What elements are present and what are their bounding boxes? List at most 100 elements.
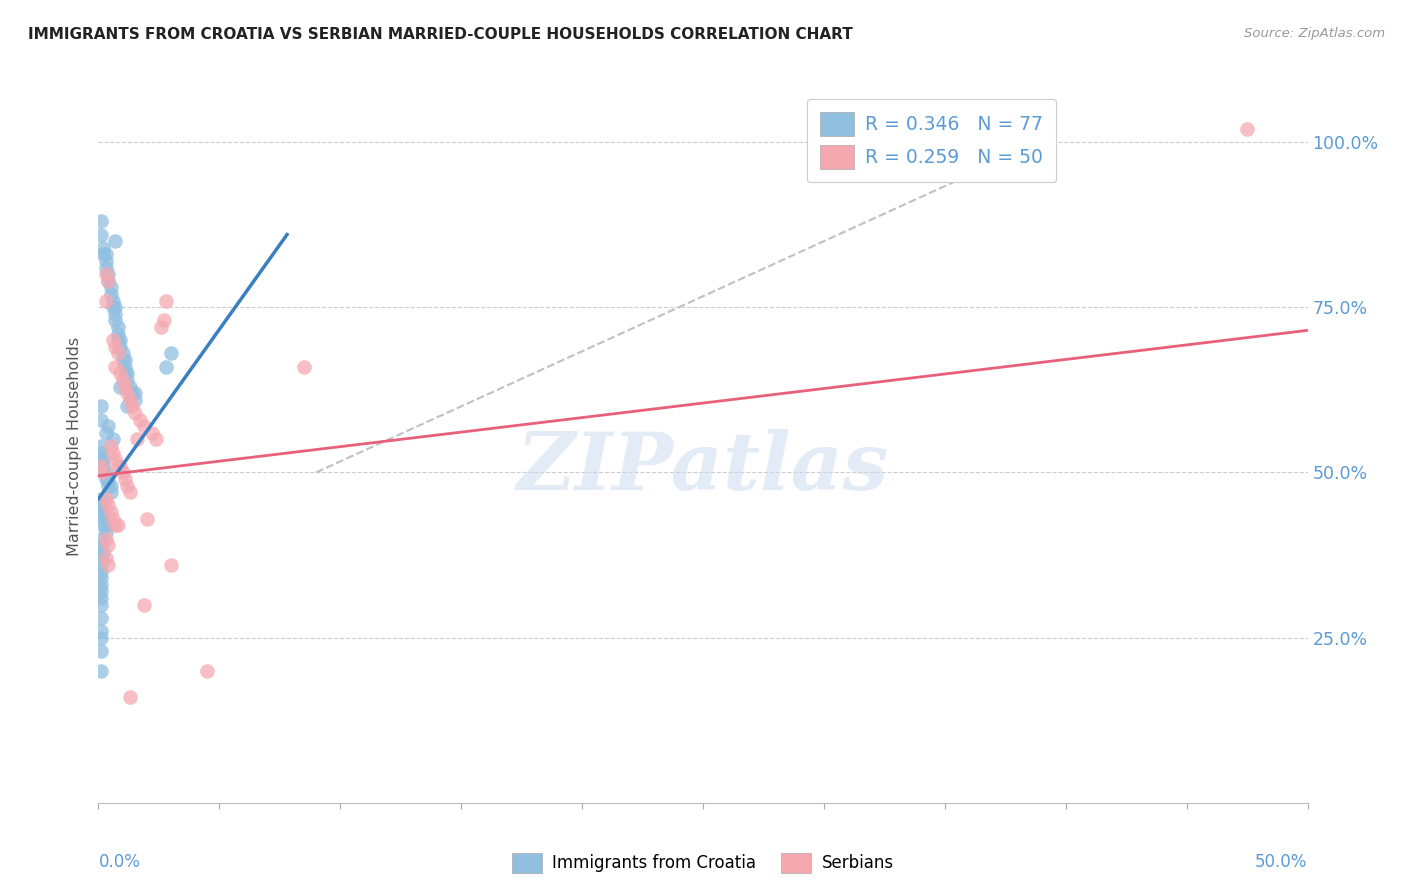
Point	[91, 545, 114, 559]
Point	[90, 664, 112, 678]
Point	[94, 260, 117, 275]
Point	[100, 280, 122, 294]
Point	[90, 452, 112, 467]
Point	[195, 664, 218, 678]
Text: ZIPatlas: ZIPatlas	[517, 429, 889, 506]
Point	[97, 538, 120, 552]
Point	[117, 400, 139, 414]
Point	[91, 505, 114, 519]
Point	[91, 511, 114, 525]
Point	[91, 518, 114, 533]
Point	[107, 320, 129, 334]
Point	[104, 340, 127, 354]
Point	[117, 367, 139, 381]
Point	[104, 234, 127, 248]
Point	[90, 565, 112, 579]
Point	[111, 346, 134, 360]
Point	[90, 445, 112, 459]
Point	[104, 307, 127, 321]
Point	[118, 485, 141, 500]
Point	[101, 300, 124, 314]
Point	[108, 340, 131, 354]
Point	[160, 558, 183, 572]
Point	[101, 445, 124, 459]
Point	[91, 466, 114, 480]
Point	[94, 518, 117, 533]
Point	[90, 538, 112, 552]
Point	[97, 499, 120, 513]
Point	[124, 406, 146, 420]
Point	[1236, 121, 1258, 136]
Point	[117, 386, 139, 401]
Point	[117, 478, 139, 492]
Point	[94, 466, 117, 480]
Point	[94, 254, 117, 268]
Point	[91, 247, 114, 261]
Point	[90, 631, 112, 645]
Point	[90, 571, 112, 585]
Point	[94, 491, 117, 506]
Point	[94, 267, 117, 281]
Text: Source: ZipAtlas.com: Source: ZipAtlas.com	[1244, 27, 1385, 40]
Point	[90, 591, 112, 605]
Y-axis label: Married-couple Households: Married-couple Households	[67, 336, 83, 556]
Point	[97, 478, 120, 492]
Point	[90, 412, 112, 426]
Text: IMMIGRANTS FROM CROATIA VS SERBIAN MARRIED-COUPLE HOUSEHOLDS CORRELATION CHART: IMMIGRANTS FROM CROATIA VS SERBIAN MARRI…	[28, 27, 853, 42]
Point	[90, 400, 112, 414]
Point	[108, 458, 131, 473]
Point	[91, 466, 114, 480]
Point	[292, 359, 315, 374]
Point	[121, 400, 143, 414]
Point	[145, 433, 167, 447]
Point	[100, 439, 122, 453]
Point	[107, 333, 129, 347]
Point	[141, 425, 163, 440]
Point	[104, 300, 127, 314]
Point	[100, 485, 122, 500]
Text: 50.0%: 50.0%	[1256, 853, 1308, 871]
Point	[90, 551, 112, 566]
Point	[90, 499, 112, 513]
Point	[114, 353, 136, 368]
Point	[160, 346, 183, 360]
Text: 0.0%: 0.0%	[98, 853, 141, 871]
Point	[100, 287, 122, 301]
Point	[104, 313, 127, 327]
Point	[124, 386, 146, 401]
Point	[97, 274, 120, 288]
Legend: R = 0.346   N = 77, R = 0.259   N = 50: R = 0.346 N = 77, R = 0.259 N = 50	[807, 99, 1056, 182]
Point	[107, 518, 129, 533]
Point	[108, 333, 131, 347]
Point	[100, 478, 122, 492]
Point	[90, 458, 112, 473]
Point	[111, 373, 134, 387]
Point	[114, 367, 136, 381]
Point	[114, 379, 136, 393]
Point	[97, 558, 120, 572]
Point	[114, 359, 136, 374]
Point	[155, 293, 177, 308]
Point	[155, 359, 177, 374]
Point	[90, 584, 112, 599]
Point	[100, 505, 122, 519]
Point	[111, 466, 134, 480]
Point	[90, 624, 112, 638]
Point	[101, 511, 124, 525]
Point	[101, 433, 124, 447]
Point	[90, 532, 112, 546]
Point	[134, 598, 156, 612]
Point	[90, 598, 112, 612]
Point	[121, 386, 143, 401]
Point	[90, 558, 112, 572]
Point	[128, 412, 150, 426]
Point	[94, 532, 117, 546]
Point	[91, 458, 114, 473]
Point	[94, 472, 117, 486]
Point	[117, 373, 139, 387]
Point	[94, 524, 117, 539]
Point	[108, 367, 131, 381]
Point	[91, 452, 114, 467]
Point	[118, 690, 141, 704]
Point	[101, 293, 124, 308]
